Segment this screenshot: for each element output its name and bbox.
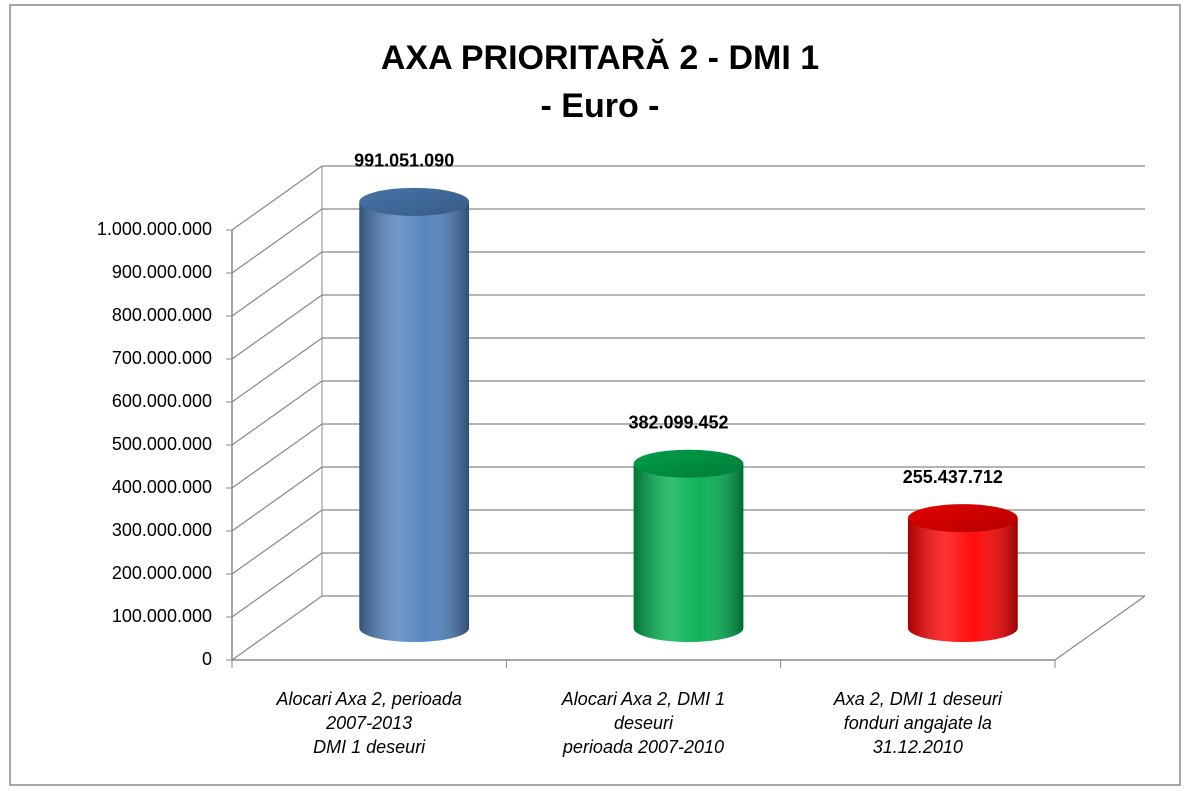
y-tick-label: 300.000.000: [112, 520, 212, 540]
y-tick-label: 700.000.000: [112, 348, 212, 368]
y-tick-label: 200.000.000: [112, 563, 212, 583]
grid-line-side: [231, 552, 323, 618]
x-tick-label: DMI 1 deseuri: [313, 737, 426, 757]
grid-line-side: [231, 466, 323, 532]
x-tick-label: fonduri angajate la: [844, 713, 992, 733]
bar-shade: [907, 518, 1018, 642]
bar-shade: [633, 463, 744, 642]
y-tick-label: 800.000.000: [112, 305, 212, 325]
y-tick-label: 600.000.000: [112, 391, 212, 411]
grid-line-side: [231, 337, 323, 403]
x-tick-label: 31.12.2010: [873, 737, 963, 757]
value-label: 255.437.712: [903, 467, 1003, 487]
floor-right: [1054, 595, 1146, 661]
y-tick-label: 0: [202, 649, 212, 669]
grid-line-side: [231, 423, 323, 489]
grid-line-side: [231, 208, 323, 274]
x-tick-label: perioada 2007-2010: [562, 737, 724, 757]
chart-title: AXA PRIORITARĂ 2 - DMI 1: [381, 39, 819, 77]
bar-shade: [359, 201, 470, 643]
y-tick-label: 500.000.000: [112, 434, 212, 454]
value-label: 382.099.452: [628, 412, 728, 432]
grid-line-side: [231, 294, 323, 360]
value-label: 991.051.090: [354, 151, 454, 171]
grid-line-side: [231, 251, 323, 317]
bar-top-shade: [633, 449, 744, 478]
y-tick-label: 100.000.000: [112, 606, 212, 626]
x-tick-label: Alocari Axa 2, perioada: [275, 689, 461, 709]
grid-line-side: [231, 380, 323, 446]
x-tick-label: 2007-2013: [325, 713, 412, 733]
chart-border: [9, 4, 1181, 786]
bar-top-shade: [907, 504, 1018, 533]
y-tick-label: 1.000.000.000: [97, 219, 212, 239]
y-tick-label: 900.000.000: [112, 262, 212, 282]
chart-subtitle: - Euro -: [541, 87, 660, 125]
bar-top-shade: [359, 187, 470, 216]
grid-line-side: [231, 509, 323, 575]
x-tick-label: Axa 2, DMI 1 deseuri: [833, 689, 1003, 709]
x-tick-label: Alocari Axa 2, DMI 1: [561, 689, 725, 709]
grid-line-side: [231, 165, 323, 231]
y-tick-label: 400.000.000: [112, 477, 212, 497]
x-tick-label: deseuri: [614, 713, 674, 733]
grid-line-side: [231, 595, 323, 661]
